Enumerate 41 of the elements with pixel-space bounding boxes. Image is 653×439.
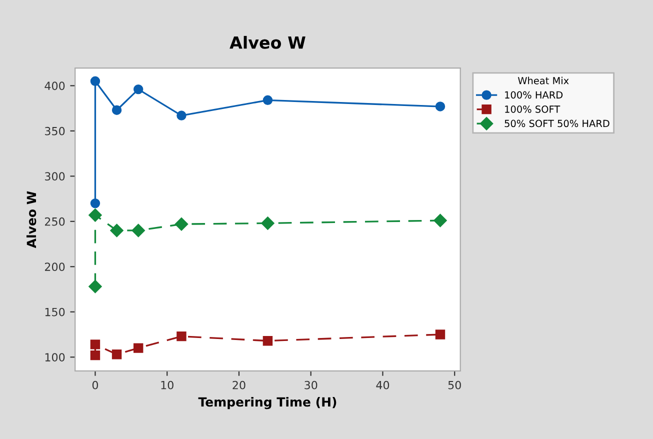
y-tick-label: 100 <box>45 353 65 362</box>
point <box>88 280 102 294</box>
x-tick-label: 20 <box>232 380 246 390</box>
x-tick-label: 50 <box>448 380 461 390</box>
point <box>434 214 447 228</box>
legend-label: 50% SOFT 50% HARD <box>504 120 610 128</box>
x-tick-label: 30 <box>304 380 318 390</box>
x-tick-label: 40 <box>376 380 390 390</box>
y-tick-label: 400 <box>44 82 65 90</box>
point <box>112 350 122 360</box>
point <box>262 95 273 106</box>
chart-title: Alveo W <box>230 36 306 49</box>
legend-label: 100% SOFT <box>505 106 560 113</box>
point <box>262 336 273 346</box>
y-tick-label: 300 <box>45 172 65 181</box>
x-tick-label: 0 <box>92 380 98 390</box>
point <box>435 330 446 340</box>
y-tick-label: 250 <box>44 217 65 226</box>
point <box>90 76 100 86</box>
y-tick-label: 200 <box>44 262 65 272</box>
point <box>133 343 144 353</box>
point <box>90 198 100 208</box>
point <box>176 110 186 120</box>
legend-title: Wheat Mix <box>518 76 569 84</box>
point <box>261 216 274 230</box>
point <box>132 224 145 238</box>
legend-label: 100% HARD <box>505 91 563 99</box>
x-axis-title: Tempering Time (H) <box>198 396 336 410</box>
point <box>90 350 100 360</box>
y-axis-title: Alveo W <box>26 191 36 248</box>
point <box>176 331 186 342</box>
point <box>88 208 102 222</box>
point <box>112 105 122 115</box>
point <box>174 218 188 231</box>
point <box>110 224 124 238</box>
x-tick-label: 10 <box>161 380 174 390</box>
point <box>435 102 446 112</box>
point <box>133 84 144 94</box>
point <box>90 340 100 350</box>
y-tick-label: 150 <box>45 308 65 316</box>
y-tick-label: 350 <box>45 126 65 136</box>
